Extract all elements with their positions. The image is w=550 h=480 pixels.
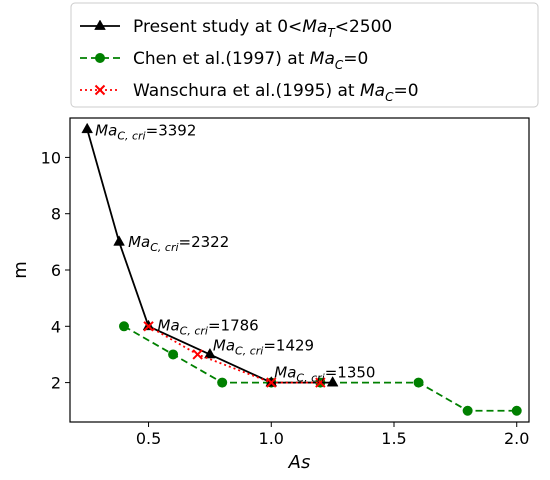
- legend-entry: Wanschura et al.(1995) at MaC=0: [80, 81, 419, 104]
- legend-entry: Present study at 0<MaT<2500: [80, 17, 392, 40]
- y-tick-label: 2: [51, 374, 61, 393]
- legend-label: Present study at 0<MaT<2500: [133, 17, 392, 40]
- legend-label: Wanschura et al.(1995) at MaC=0: [133, 81, 419, 104]
- x-tick-label: 0.5: [136, 429, 161, 448]
- y-axis-label: m: [10, 261, 31, 279]
- series-2-point: [143, 321, 154, 332]
- series-2-point: [266, 377, 277, 388]
- series-1-point: [413, 377, 424, 388]
- legend-entry: Chen et al.(1997) at MaC=0: [80, 49, 368, 72]
- legend-swatch-marker: [94, 84, 106, 96]
- legend: Present study at 0<MaT<2500 Chen et al.(1…: [70, 2, 539, 108]
- y-tick-label: 6: [51, 261, 61, 280]
- critical-marangoni-annotation: MaC, cri=1429: [213, 336, 314, 357]
- series-2-point: [192, 349, 203, 360]
- y-tick-label: 10: [41, 148, 61, 167]
- series-1-point: [217, 377, 228, 388]
- legend-swatch-marker: [94, 19, 106, 30]
- x-tick-label: 2.0: [504, 429, 529, 448]
- series-1: [119, 321, 522, 416]
- series-2-point: [315, 377, 326, 388]
- series-layer: [81, 122, 522, 416]
- series-1-point: [462, 405, 473, 416]
- x-axis-label: As: [288, 452, 311, 473]
- legend-box: [70, 2, 539, 108]
- critical-marangoni-annotation: MaC, cri=2322: [128, 233, 229, 254]
- y-tick-label: 4: [51, 317, 61, 336]
- series-0-point: [113, 235, 125, 246]
- tick-layer: 0.5 1.0 1.5 2.0 2 4 6 8 10: [41, 148, 530, 448]
- series-2: [143, 321, 326, 388]
- series-1-line: [123, 325, 517, 412]
- series-0-point: [81, 122, 94, 134]
- series-0-point: [326, 376, 339, 387]
- series-0-point: [204, 347, 216, 359]
- critical-marangoni-annotation: MaC, cri=1350: [274, 364, 375, 385]
- series-1-point: [119, 321, 129, 332]
- y-tick-label: 8: [51, 205, 61, 224]
- critical-marangoni-annotation: MaC, cri=1786: [158, 316, 259, 337]
- x-tick-label: 1.5: [381, 429, 406, 448]
- critical-marangoni-annotation: MaC, cri=3392: [95, 121, 196, 142]
- x-tick-label: 1.0: [259, 429, 284, 448]
- series-1-point: [168, 349, 179, 360]
- series-2-line: [148, 325, 321, 384]
- series-1-point: [511, 405, 522, 416]
- legend-swatch-marker: [95, 53, 105, 63]
- legend-label: Chen et al.(1997) at MaC=0: [133, 49, 368, 72]
